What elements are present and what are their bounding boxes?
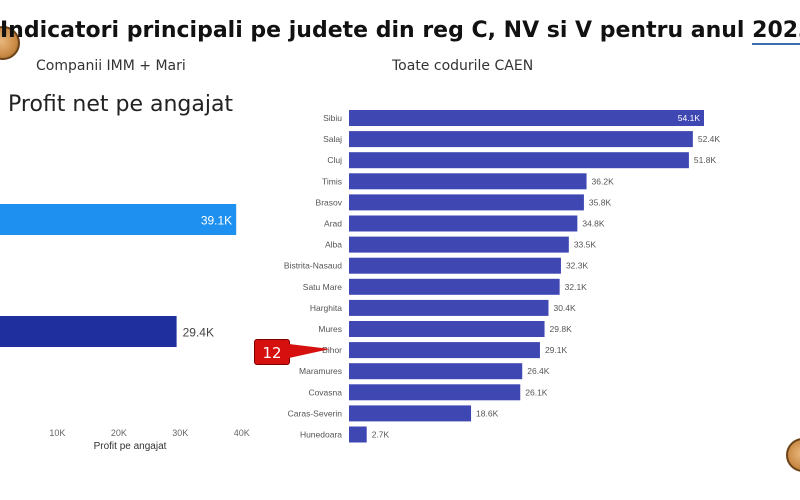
right-category-label: Timis xyxy=(322,176,342,186)
right-bar-data-label: 32.3K xyxy=(566,261,589,271)
right-bar-data-label: 18.6K xyxy=(476,408,499,418)
right-bar-data-label: 36.2K xyxy=(592,176,615,186)
right-bar xyxy=(349,194,584,211)
right-bar-data-label: 29.8K xyxy=(550,324,573,334)
right-bar xyxy=(349,110,704,126)
left-x-tick-label: 40K xyxy=(234,428,250,438)
right-bar-data-label: 32.1K xyxy=(565,282,588,292)
left-x-tick-label: 30K xyxy=(172,428,188,438)
right-category-label: Covasna xyxy=(308,387,342,397)
right-bar xyxy=(349,363,523,380)
right-bar xyxy=(349,426,367,443)
right-bar xyxy=(349,278,560,295)
left-x-tick-label: 10K xyxy=(49,428,65,438)
right-bar xyxy=(349,215,578,232)
right-category-label: Harghita xyxy=(310,303,342,313)
right-category-label: Alba xyxy=(325,240,342,250)
right-bar-data-label: 34.8K xyxy=(582,219,605,229)
right-bar-data-label: 54.1K xyxy=(678,113,701,123)
right-bar-data-label: 51.8K xyxy=(694,155,717,165)
page-title: Indicatori principali pe judete din reg … xyxy=(0,18,800,45)
page-title-main: Indicatori principali pe judete din reg … xyxy=(0,18,753,43)
right-bar-data-label: 2.7K xyxy=(372,430,390,440)
right-bar xyxy=(349,257,561,274)
right-bar xyxy=(349,236,569,253)
right-bar xyxy=(349,299,549,316)
right-category-label: Arad xyxy=(324,219,342,229)
left-bar-data-label: 39.1K xyxy=(201,214,232,228)
right-bar xyxy=(349,342,540,359)
left-x-tick-label: 20K xyxy=(111,428,127,438)
right-category-label: Mures xyxy=(318,324,342,334)
right-bar xyxy=(349,131,693,148)
left-bar xyxy=(0,204,237,235)
right-category-label: Satu Mare xyxy=(303,282,342,292)
right-bar-data-label: 26.1K xyxy=(525,387,548,397)
right-category-label: Sibiu xyxy=(323,113,342,123)
left-bar-data-label: 29.4K xyxy=(183,326,214,340)
right-bar-data-label: 30.4K xyxy=(553,303,576,313)
right-category-label: Cluj xyxy=(327,155,342,165)
right-bar xyxy=(349,405,472,422)
subtitle-left: Companii IMM + Mari xyxy=(36,58,186,74)
right-bar-data-label: 33.5K xyxy=(574,240,597,250)
callout-badge: 12 xyxy=(254,339,290,365)
right-bar-data-label: 52.4K xyxy=(698,134,721,144)
right-bar xyxy=(349,384,521,401)
right-bar-data-label: 29.1K xyxy=(545,345,568,355)
right-category-label: Bihor xyxy=(322,345,342,355)
right-category-label: Caras-Severin xyxy=(288,408,343,418)
callout-pointer-triangle xyxy=(289,344,330,358)
subtitle-right: Toate codurile CAEN xyxy=(392,58,534,74)
right-bar xyxy=(349,152,689,169)
left-bar xyxy=(0,316,177,347)
right-category-label: Salaj xyxy=(323,134,342,144)
left-x-axis-label: Profit pe angajat xyxy=(94,441,167,452)
right-bar-data-label: 26.4K xyxy=(527,366,550,376)
right-category-label: Hunedoara xyxy=(300,430,342,440)
page-title-year: 2023 xyxy=(752,18,800,45)
right-bar-data-label: 35.8K xyxy=(589,197,612,207)
right-bar xyxy=(349,321,545,337)
right-category-label: Brasov xyxy=(316,197,343,207)
right-bar xyxy=(349,173,587,190)
left-chart-title: Profit net pe angajat xyxy=(8,92,234,117)
right-category-label: Maramures xyxy=(299,366,342,376)
right-category-label: Bistrita-Nasaud xyxy=(284,261,342,271)
